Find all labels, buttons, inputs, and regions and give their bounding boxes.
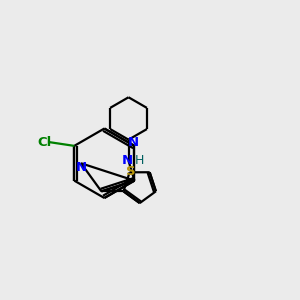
Text: N: N bbox=[76, 161, 87, 175]
Text: N: N bbox=[122, 154, 133, 167]
Text: S: S bbox=[126, 165, 136, 178]
Text: N: N bbox=[128, 136, 139, 149]
Text: Cl: Cl bbox=[37, 136, 51, 149]
Text: H: H bbox=[135, 154, 144, 167]
